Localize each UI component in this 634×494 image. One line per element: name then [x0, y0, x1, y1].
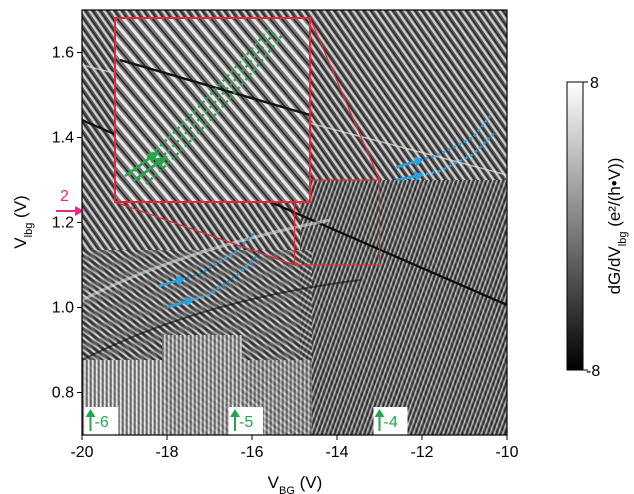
marker-background — [56, 184, 76, 206]
colorbar-gradient — [566, 81, 584, 371]
fringe-arrow-head — [184, 297, 195, 307]
marker-arrow-head — [230, 409, 240, 417]
zoom-connector-line — [309, 17, 381, 181]
marker-label: -5 — [239, 414, 253, 431]
marker-arrow-head — [374, 409, 385, 417]
marker-label: -4 — [384, 414, 398, 431]
zoom-connector-line — [114, 201, 295, 266]
marker-label: -6 — [95, 414, 109, 431]
marker-arrow-head — [75, 206, 84, 216]
fringe-arrow-head — [413, 156, 424, 167]
x-tick-label: -10 — [495, 444, 518, 461]
x-tick-label: -12 — [410, 444, 433, 461]
y-axis: 0.8 1.0 1.2 1.4 1.6 — [52, 45, 82, 402]
y-tick-label: 1.4 — [52, 130, 74, 147]
colorbar: 8 -8 dG/dVlbg (e²/(h•V)) — [566, 75, 629, 380]
fringe-trace — [396, 132, 496, 182]
y-tick-label: 1.0 — [52, 300, 74, 317]
filling-factor-markers: -6 -5 -4 2 — [56, 184, 408, 435]
y-tick-label: 1.6 — [52, 45, 74, 62]
inset-frame — [114, 17, 311, 203]
y-tick-label: 1.2 — [52, 215, 74, 232]
fringe-traces — [158, 115, 496, 309]
colorbar-label: dG/dVlbg (e²/(h•V)) — [605, 158, 629, 295]
colorbar-max-label: 8 — [590, 75, 599, 92]
colorbar-min-label: -8 — [586, 363, 600, 380]
x-axis-label: VBG (V) — [268, 473, 323, 494]
y-tick-label: 0.8 — [52, 385, 74, 402]
zoom-inset — [114, 17, 381, 266]
fringe-arrow-head — [175, 275, 186, 286]
inset-image — [115, 18, 310, 202]
y-axis-label: Vlbg (V) — [11, 195, 35, 248]
marker-label: 2 — [60, 188, 69, 205]
zoom-region-box — [293, 179, 381, 266]
x-axis: -20 -18 -16 -14 -12 -10 — [70, 435, 519, 461]
x-tick-label: -16 — [240, 444, 263, 461]
marker-arrow-head — [85, 409, 96, 417]
x-tick-label: -20 — [70, 444, 93, 461]
fringe-trace — [166, 251, 262, 309]
fringe-arrow-head — [413, 171, 424, 182]
x-tick-label: -14 — [325, 444, 348, 461]
x-tick-label: -18 — [155, 444, 178, 461]
